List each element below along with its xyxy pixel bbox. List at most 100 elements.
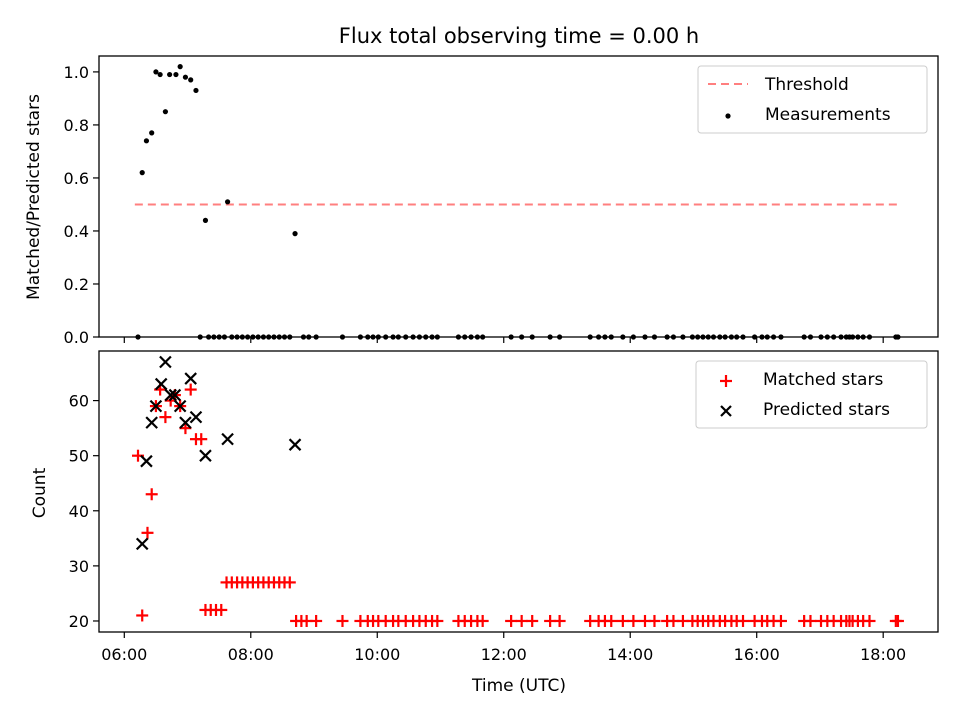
matched-point (863, 614, 876, 627)
predicted-point (288, 438, 302, 451)
matched-point (136, 609, 149, 622)
top-legend: Threshold Measurements (697, 65, 928, 134)
top-y-tick-label: 0.4 (64, 222, 89, 241)
legend-measurements-swatch (725, 113, 731, 119)
top-y-tick-label: 0.6 (64, 169, 89, 188)
matched-point (737, 614, 750, 627)
top-y-axis-label: Matched/Predicted stars (24, 94, 44, 300)
matched-point (505, 614, 518, 627)
matched-point (431, 614, 444, 627)
predicted-point (173, 399, 187, 413)
measurement-point (143, 138, 150, 144)
bottom-y-tick-label: 50 (69, 447, 89, 466)
bottom-y-tick-label: 40 (69, 502, 89, 521)
bottom-y-tick-label: 60 (69, 392, 89, 411)
measurement-point (162, 109, 169, 115)
bottom-legend: Matched stars Predicted stars (695, 360, 928, 429)
top-panel: 0.0 0.2 0.4 0.6 0.8 1.0 Matched/Predicted sta… (24, 55, 939, 347)
predicted-point-b (164, 388, 177, 402)
x-tick-label: 16:00 (734, 645, 780, 664)
legend-matched-label: Matched stars (763, 370, 883, 390)
predicted-point (135, 537, 149, 551)
predicted-point-b (154, 377, 168, 391)
bottom-axes-frame (98, 350, 939, 633)
matched-point (195, 433, 208, 446)
measurement-point (177, 64, 183, 70)
measurement-point (202, 217, 209, 223)
x-tick-label: 14:00 (607, 645, 653, 664)
predicted-point-b (221, 432, 234, 446)
matched-point (159, 411, 172, 424)
legend-matched-swatch (720, 375, 732, 387)
predicted-point (164, 388, 177, 402)
bottom-markers (131, 355, 904, 627)
x-tick-label: 06:00 (101, 645, 147, 664)
predicted-point (140, 454, 153, 468)
legend-threshold-label: Threshold (764, 75, 849, 95)
measurement-point (182, 74, 189, 80)
matched-point (476, 614, 489, 627)
measurement-point (157, 71, 163, 78)
predicted-point (189, 410, 203, 424)
predicted-point-b (168, 388, 182, 402)
measurement-point (153, 69, 159, 75)
measurement-point (149, 130, 155, 136)
matched-point (627, 614, 640, 627)
measurement-point (139, 170, 145, 176)
predicted-point (149, 399, 163, 413)
matched-point (774, 614, 787, 627)
matched-point (184, 383, 197, 396)
matched-point (283, 576, 296, 589)
x-axis-label: Time (UTC) (471, 676, 566, 696)
matched-point (310, 614, 323, 627)
predicted-point-b (189, 410, 203, 424)
chart-title: Flux total observing time = 0.00 h (339, 24, 699, 48)
predicted-point-b (184, 372, 197, 385)
predicted-point-b (145, 416, 158, 429)
top-grid-ticks: 0.0 0.2 0.4 0.6 0.8 1.0 (64, 63, 884, 347)
matched-point (526, 614, 539, 627)
predicted-point (199, 449, 212, 462)
legend-predicted-swatch (720, 405, 732, 417)
matched-point (891, 614, 904, 627)
predicted-point (145, 416, 158, 429)
top-y-tick-label: 1.0 (64, 63, 89, 82)
bottom-panel: 20 30 40 50 60 06:00 08:00 10:00 12:00 14:00 16:00… (30, 350, 939, 696)
legend-predicted-label: Predicted stars (763, 400, 890, 420)
predicted-point-b (199, 449, 212, 462)
predicted-point (159, 355, 172, 369)
measurement-point (193, 87, 199, 94)
predicted-point (184, 372, 197, 385)
bottom-y-tick-label: 30 (69, 557, 89, 576)
x-tick-label: 12:00 (481, 645, 527, 664)
predicted-point (179, 416, 192, 429)
matched-point (605, 614, 618, 627)
predicted-point-b (135, 537, 149, 551)
bottom-y-tick-label: 20 (69, 612, 89, 631)
matched-point (141, 526, 154, 539)
matched-point (616, 614, 629, 627)
predicted-point (154, 377, 168, 391)
top-y-tick-label: 0.8 (64, 116, 89, 135)
predicted-point (221, 432, 234, 446)
matched-point (145, 488, 158, 501)
predicted-point (168, 388, 182, 402)
bottom-legend-box (695, 360, 928, 429)
top-legend-box (697, 65, 928, 134)
predicted-point-b (140, 454, 153, 468)
legend-measurements-label: Measurements (765, 105, 891, 125)
measurement-point (188, 77, 194, 83)
bottom-y-axis-label: Count (30, 467, 50, 518)
matched-point (215, 603, 228, 616)
measurement-point (173, 71, 179, 78)
predicted-point-b (179, 416, 192, 429)
top-axes-frame (98, 55, 939, 338)
x-tick-label: 18:00 (860, 645, 906, 664)
x-tick-label: 10:00 (354, 645, 400, 664)
matched-point (336, 614, 349, 627)
predicted-point-b (173, 399, 187, 413)
top-y-tick-label: 0.2 (64, 275, 89, 294)
predicted-point-b (159, 355, 172, 369)
x-tick-label: 08:00 (228, 645, 274, 664)
